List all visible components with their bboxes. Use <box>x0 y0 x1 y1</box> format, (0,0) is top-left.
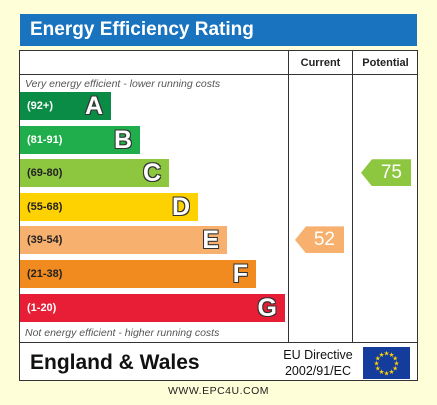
eu-star-icon: ★ <box>384 370 390 378</box>
band-c: (69-80) C <box>20 159 169 188</box>
eu-star-icon: ★ <box>384 350 390 358</box>
eu-star-icon: ★ <box>375 355 381 363</box>
rating-panel: Current Potential Very energy efficient … <box>19 50 418 381</box>
band-range: (39-54) <box>27 234 63 247</box>
eu-star-icon: ★ <box>394 360 400 368</box>
potential-rating-value: 75 <box>380 162 402 184</box>
band-range: (21-38) <box>27 268 63 280</box>
band-b: (81-91) B <box>20 125 140 154</box>
band-range: (81-91) <box>27 133 63 146</box>
eu-star-icon: ★ <box>392 365 398 373</box>
divider-potential <box>352 51 353 343</box>
potential-column-header: Potential <box>362 57 409 69</box>
region-label: England & Wales <box>30 351 200 374</box>
band-e: (39-54) E <box>20 226 227 255</box>
eu-star-icon: ★ <box>392 355 398 363</box>
directive-line-2: 2002/91/EC <box>284 364 352 378</box>
band-g: (1-20) G <box>20 293 285 322</box>
eu-flag-icon: ★ ★ ★ ★ ★ ★ ★ ★ ★ ★ ★ ★ <box>363 347 410 379</box>
eu-star-icon: ★ <box>374 360 380 368</box>
band-range: (55-68) <box>27 200 63 213</box>
eu-star-icon: ★ <box>389 368 395 376</box>
chart-title: Energy Efficiency Rating <box>20 14 417 46</box>
band-d: (55-68) D <box>20 192 198 221</box>
potential-rating-arrow: 75 <box>361 159 411 187</box>
eu-directive: EU Directive 2002/91/EC <box>278 347 358 379</box>
directive-line-1: EU Directive <box>283 348 353 362</box>
current-rating-arrow: 52 <box>295 226 344 254</box>
header-rule-right <box>288 74 418 75</box>
band-letter: A <box>84 92 103 120</box>
band-letter: B <box>113 125 132 154</box>
header-rule-left <box>20 74 288 75</box>
eu-star-icon: ★ <box>375 365 381 373</box>
band-letter: E <box>202 226 219 255</box>
eu-star-icon: ★ <box>379 368 385 376</box>
band-letter: C <box>142 159 161 188</box>
band-range: (69-80) <box>27 167 63 180</box>
band-f: (21-38) F <box>20 260 256 288</box>
efficient-note: Very energy efficient - lower running co… <box>25 78 221 90</box>
current-column-header: Current <box>300 57 341 69</box>
band-a: (92+) A <box>20 92 111 120</box>
footer-rule <box>20 342 418 343</box>
inefficient-note: Not energy efficient - higher running co… <box>25 327 220 339</box>
website-label: WWW.EPC4U.COM <box>168 385 269 397</box>
band-range: (1-20) <box>27 301 57 314</box>
current-rating-value: 52 <box>313 229 335 251</box>
divider-current <box>288 51 289 343</box>
band-letter: D <box>171 192 190 221</box>
band-letter: G <box>257 293 277 322</box>
eu-star-icon: ★ <box>389 351 395 359</box>
band-letter: F <box>232 260 248 288</box>
band-range: (92+) <box>27 100 53 112</box>
eu-star-icon: ★ <box>379 351 385 359</box>
